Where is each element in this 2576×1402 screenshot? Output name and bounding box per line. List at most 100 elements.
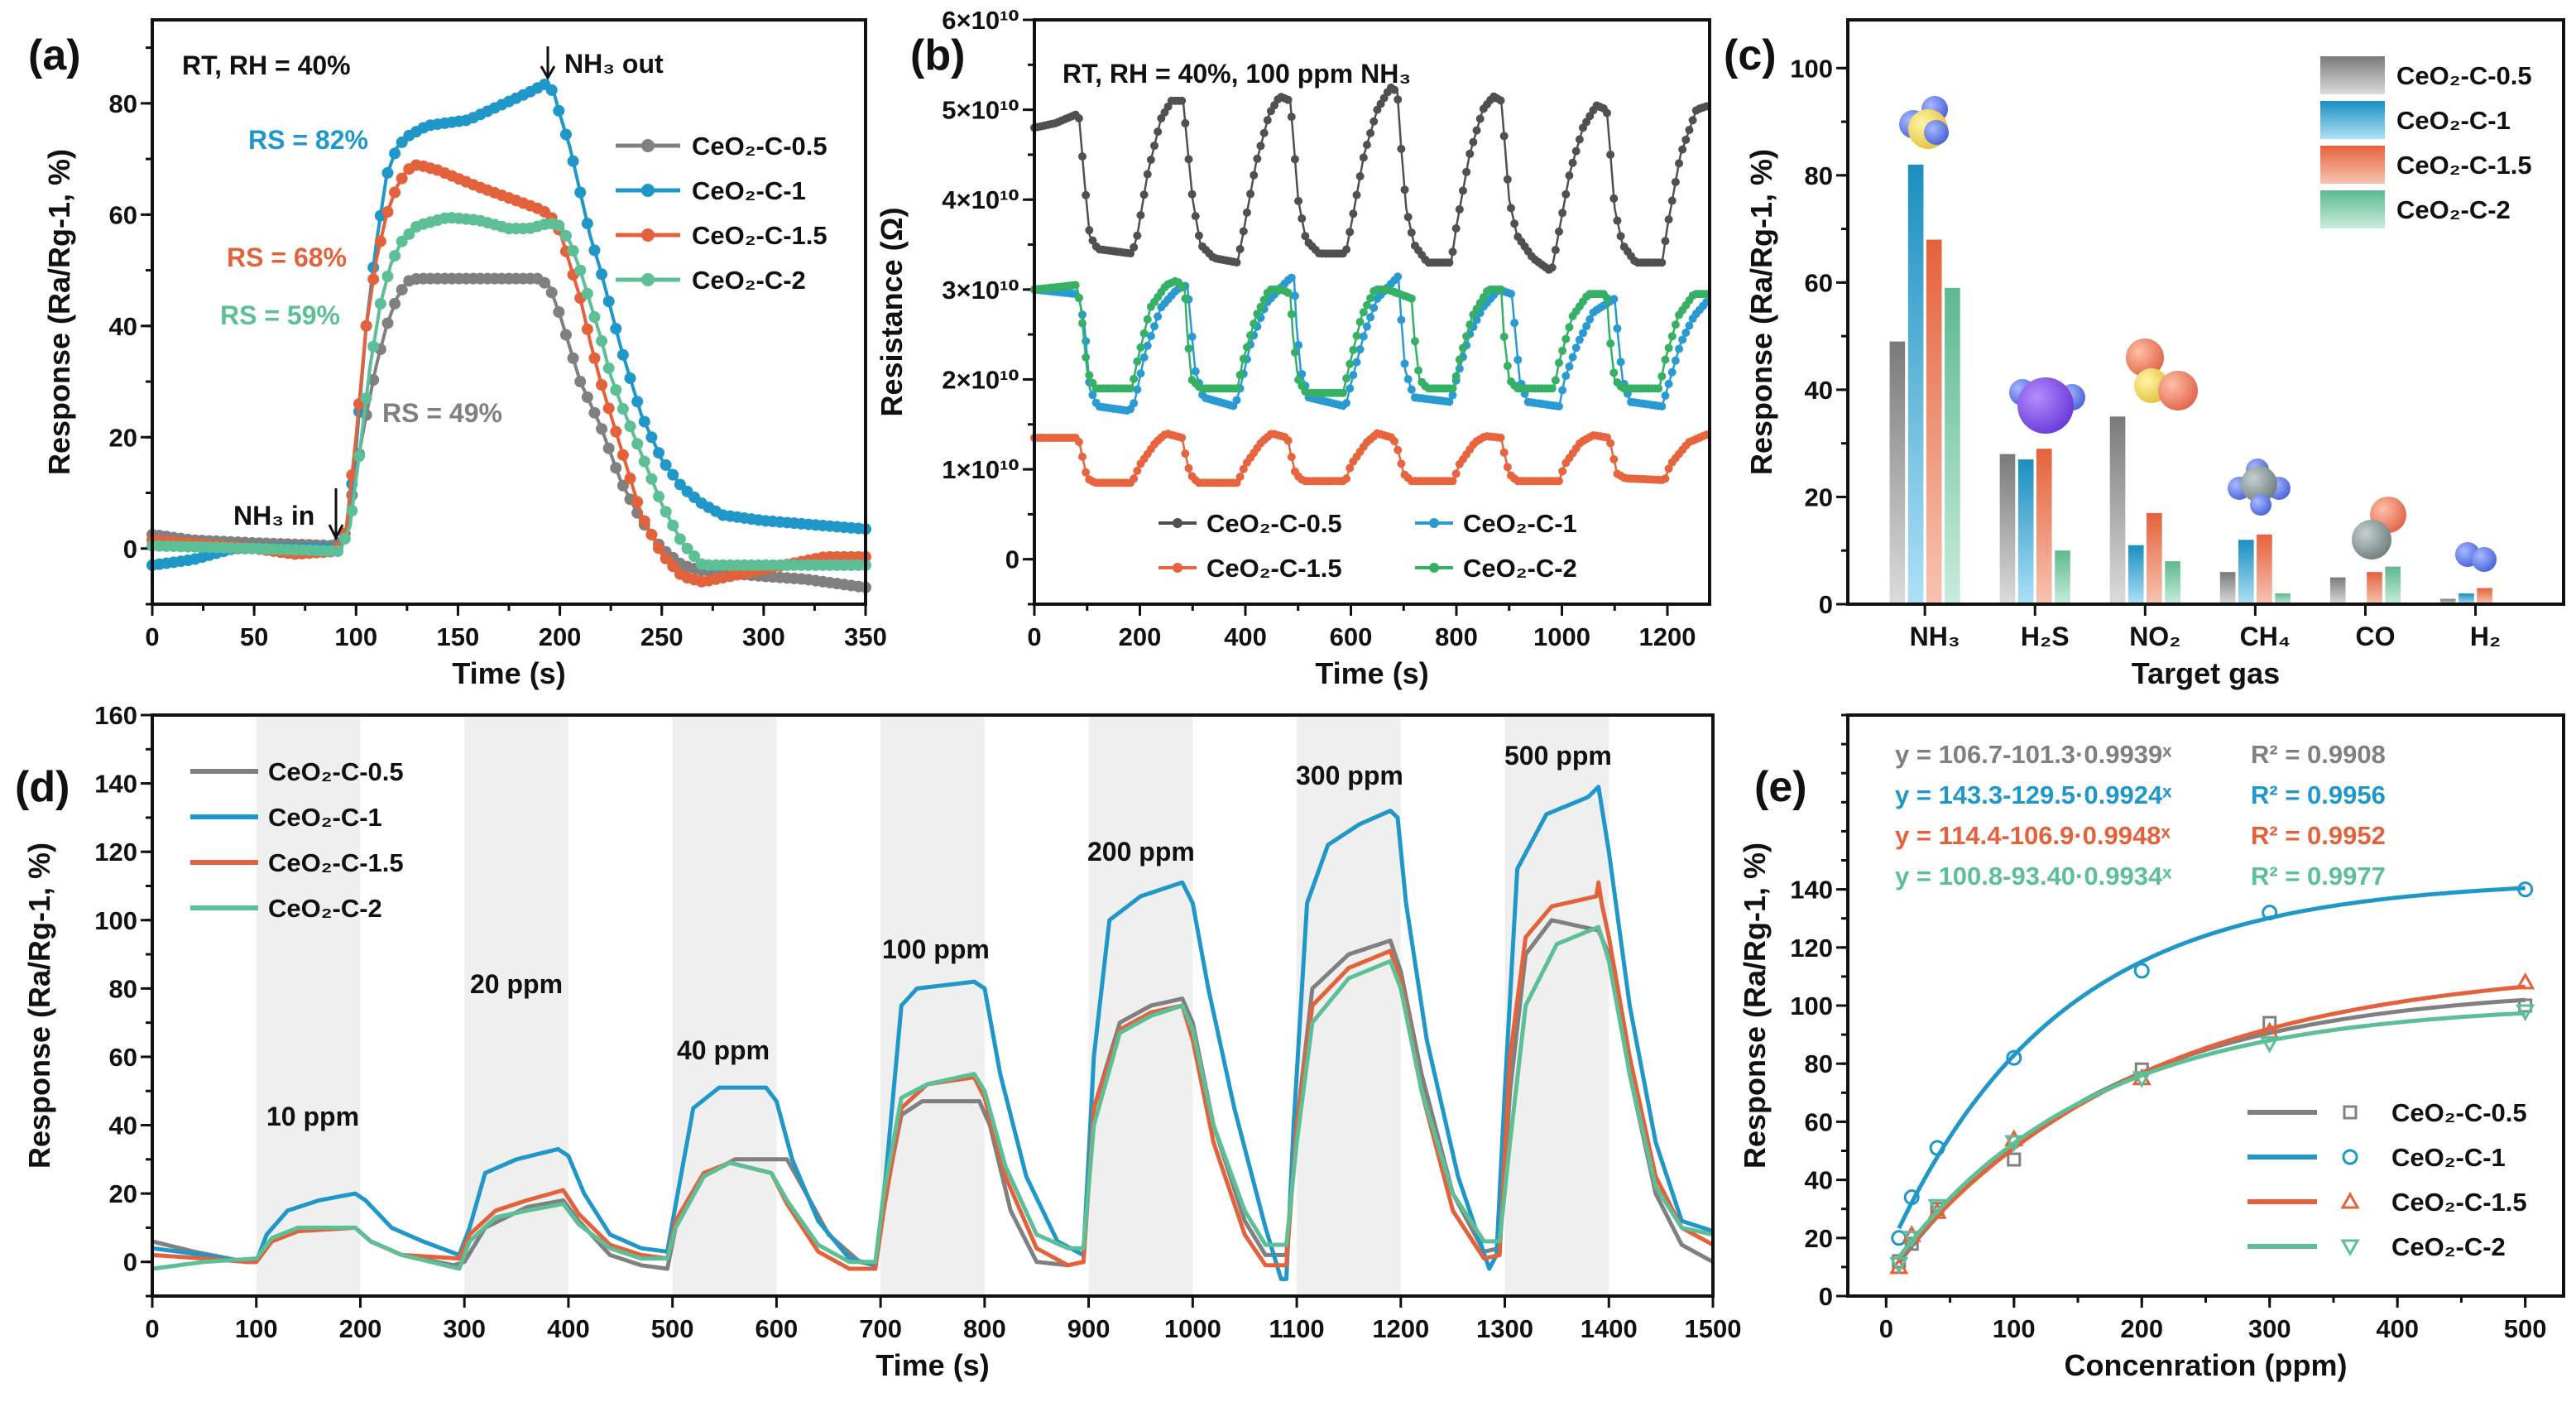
data-point [1657,402,1667,411]
legend-label: CeO₂-C-0.5 [268,757,404,786]
data-point [1445,258,1454,267]
data-point [1143,314,1152,324]
data-point [1150,322,1159,331]
y-tick-label: 120 [94,838,137,867]
data-point [1400,185,1409,194]
x-tick-label: 1000 [1164,1314,1221,1343]
data-point [1496,96,1505,105]
fit-equation: y = 114.4-106.9·0.9948ˣ [1895,821,2171,850]
data-point [616,479,629,492]
data-point [1259,295,1269,305]
data-point [1359,332,1368,341]
data-point [1397,144,1406,153]
data-point [660,552,672,564]
legend-item: CeO₂-C-1 [2247,1143,2506,1172]
data-point [1259,128,1269,137]
bar [1945,287,1960,604]
data-point [1359,308,1368,317]
data-point [1139,353,1149,362]
data-point [1448,391,1457,400]
data-point [674,533,686,545]
data-point [2132,1071,2151,1088]
data-point [1342,245,1351,254]
legend-marker [1429,563,1439,573]
data-point [1178,96,1187,105]
bar [2147,512,2162,604]
data-point [574,376,587,388]
y-tick-label: 0 [123,1248,137,1277]
data-point [1681,135,1691,144]
data-point [1239,227,1248,236]
data-point [1403,213,1413,222]
x-tick-label: 300 [2248,1314,2291,1343]
x-tick-label: 900 [1067,1314,1111,1343]
data-point [1130,474,1139,483]
data-point [1154,312,1163,321]
legend-label: CeO₂-C-1.5 [1206,554,1342,583]
data-point [1547,263,1557,272]
data-point [1554,358,1563,367]
data-point [1571,343,1581,353]
data-point [545,286,558,299]
data-point [2133,963,2150,979]
data-point [1390,85,1399,94]
x-tick-label: 700 [859,1314,902,1343]
data-point [1499,332,1509,341]
data-point [1370,117,1379,126]
data-point [346,505,358,517]
legend-item: CeO₂-C-2 [2247,1232,2506,1261]
data-point [1346,463,1355,473]
legend-label: CeO₂-C-1.5 [2396,151,2532,180]
x-tick-label: 600 [1330,622,1373,651]
data-point [1088,391,1097,400]
data-point [574,264,587,276]
data-point [1359,153,1368,162]
data-point [1294,341,1303,350]
data-point [1256,142,1265,151]
data-point [1568,158,1577,167]
x-tick-label: 150 [437,622,480,651]
data-point [1239,464,1248,473]
data-point [1664,215,1673,224]
data-point [602,402,615,415]
x-tick-label: 200 [2120,1314,2163,1343]
plot-frame [1033,18,1711,606]
legend-label: CeO₂-C-2 [2391,1232,2506,1261]
data-point [389,297,401,310]
data-point [381,270,394,282]
data-point [1902,1231,1921,1248]
data-point [567,245,579,257]
data-point [1184,463,1193,473]
data-point [581,391,593,403]
series-3 [1030,276,1711,397]
data-point [1294,196,1303,205]
concentration-label: 500 ppm [1504,741,1612,771]
data-point [1184,344,1193,353]
legend-label: CeO₂-C-1 [1463,509,1577,538]
data-point [1606,150,1615,159]
y-axis-title: Response (Ra/Rg-1, %) [1744,149,1778,475]
legend-label: CeO₂-C-0.5 [692,132,827,161]
plot-frame [151,18,867,606]
y-tick-label: 40 [1805,1166,1833,1195]
data-point [1390,437,1399,446]
data-point [1671,320,1680,329]
data-point [1400,359,1409,368]
data-point [1133,357,1142,366]
data-point [1355,317,1365,326]
data-point [1554,477,1563,486]
data-point [1362,322,1371,331]
legend-label: CeO₂-C-1 [2391,1143,2506,1172]
data-point [1667,196,1677,205]
data-point [1235,473,1245,482]
data-point [1503,362,1512,371]
data-point [1352,331,1361,340]
data-point [581,323,593,335]
data-point [381,166,394,179]
concentration-label: 100 ppm [882,934,990,964]
x-axis-title: Time (s) [1315,656,1428,690]
plot-frame [1846,18,2565,606]
data-point [1232,258,1241,267]
data-point [1465,149,1475,158]
